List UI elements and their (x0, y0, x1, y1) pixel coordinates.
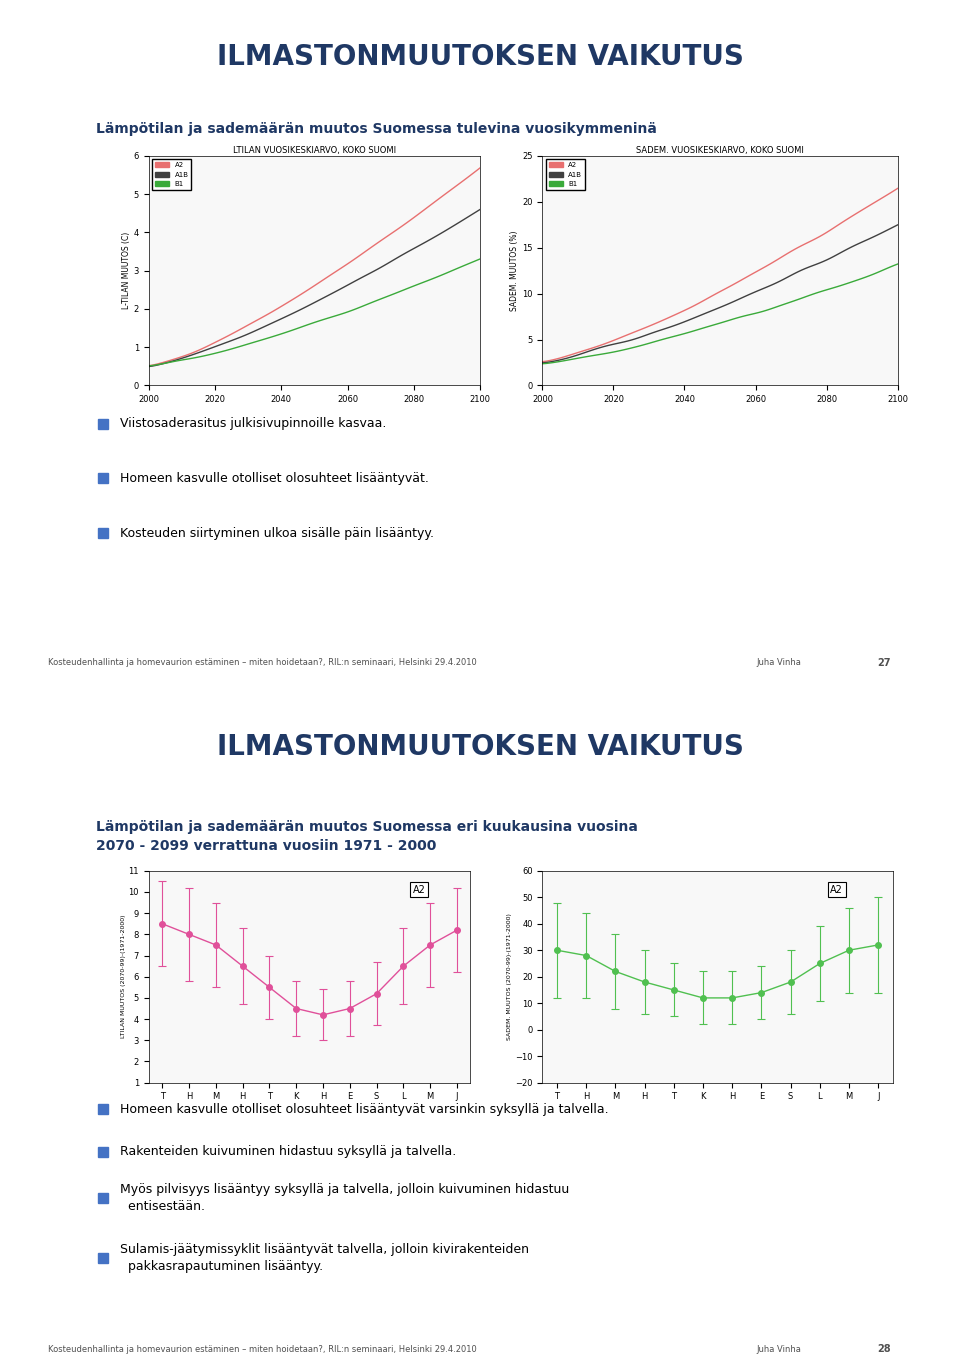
Text: Homeen kasvulle otolliset olosuhteet lisääntyvät.: Homeen kasvulle otolliset olosuhteet lis… (121, 472, 429, 485)
Title: SADEM. VUOSIKESKIARVO, KOKO SUOMI: SADEM. VUOSIKESKIARVO, KOKO SUOMI (636, 146, 804, 154)
Text: 27: 27 (877, 658, 891, 668)
Legend: A2, A1B, B1: A2, A1B, B1 (546, 160, 585, 190)
Text: Lämpötilan ja sademäärän muutos Suomessa eri kuukausina vuosina
2070 - 2099 verr: Lämpötilan ja sademäärän muutos Suomessa… (96, 820, 637, 853)
Title: LTILAN VUOSIKESKIARVO, KOKO SUOMI: LTILAN VUOSIKESKIARVO, KOKO SUOMI (233, 146, 396, 154)
Text: Kosteudenhallinta ja homevaurion estäminen – miten hoidetaan?, RIL:n seminaari, : Kosteudenhallinta ja homevaurion estämin… (48, 1345, 477, 1353)
Text: Kosteudenhallinta ja homevaurion estäminen – miten hoidetaan?, RIL:n seminaari, : Kosteudenhallinta ja homevaurion estämin… (48, 659, 477, 667)
Text: A2: A2 (413, 884, 425, 895)
Text: ILMASTONMUUTOKSEN VAIKUTUS: ILMASTONMUUTOKSEN VAIKUTUS (217, 42, 743, 71)
Text: Lämpötilan ja sademäärän muutos Suomessa tulevina vuosikymmeninä: Lämpötilan ja sademäärän muutos Suomessa… (96, 122, 657, 137)
Text: ILMASTONMUUTOKSEN VAIKUTUS: ILMASTONMUUTOKSEN VAIKUTUS (217, 733, 743, 761)
Text: Sulamis-jäätymissyklit lisääntyvät talvella, jolloin kivirakenteiden
  pakkasrap: Sulamis-jäätymissyklit lisääntyvät talve… (121, 1243, 530, 1273)
Y-axis label: LTILAN MUUTOS (2070-99)-(1971-2000): LTILAN MUUTOS (2070-99)-(1971-2000) (121, 915, 126, 1039)
Y-axis label: SADEM. MUUTOS (2070-99)-(1971-2000): SADEM. MUUTOS (2070-99)-(1971-2000) (508, 913, 513, 1040)
Legend: A2, A1B, B1: A2, A1B, B1 (153, 160, 191, 190)
Text: Myös pilvisyys lisääntyy syksyllä ja talvella, jolloin kuivuminen hidastuu
  ent: Myös pilvisyys lisääntyy syksyllä ja tal… (121, 1184, 569, 1214)
Text: Homeen kasvulle otolliset olosuhteet lisääntyvät varsinkin syksyllä ja talvella.: Homeen kasvulle otolliset olosuhteet lis… (121, 1103, 609, 1115)
Text: A2: A2 (830, 884, 843, 895)
Text: 28: 28 (877, 1344, 891, 1355)
Text: Juha Vinha: Juha Vinha (756, 659, 802, 667)
Text: Rakenteiden kuivuminen hidastuu syksyllä ja talvella.: Rakenteiden kuivuminen hidastuu syksyllä… (121, 1146, 457, 1158)
Text: Viistosaderasitus julkisivupinnoille kasvaa.: Viistosaderasitus julkisivupinnoille kas… (121, 417, 387, 431)
Y-axis label: L-TILAN MUUTOS (C): L-TILAN MUUTOS (C) (122, 232, 131, 309)
Text: Kosteuden siirtyminen ulkoa sisälle päin lisääntyy.: Kosteuden siirtyminen ulkoa sisälle päin… (121, 526, 435, 540)
Text: Juha Vinha: Juha Vinha (756, 1345, 802, 1353)
Y-axis label: SADEM. MUUTOS (%): SADEM. MUUTOS (%) (511, 231, 519, 310)
